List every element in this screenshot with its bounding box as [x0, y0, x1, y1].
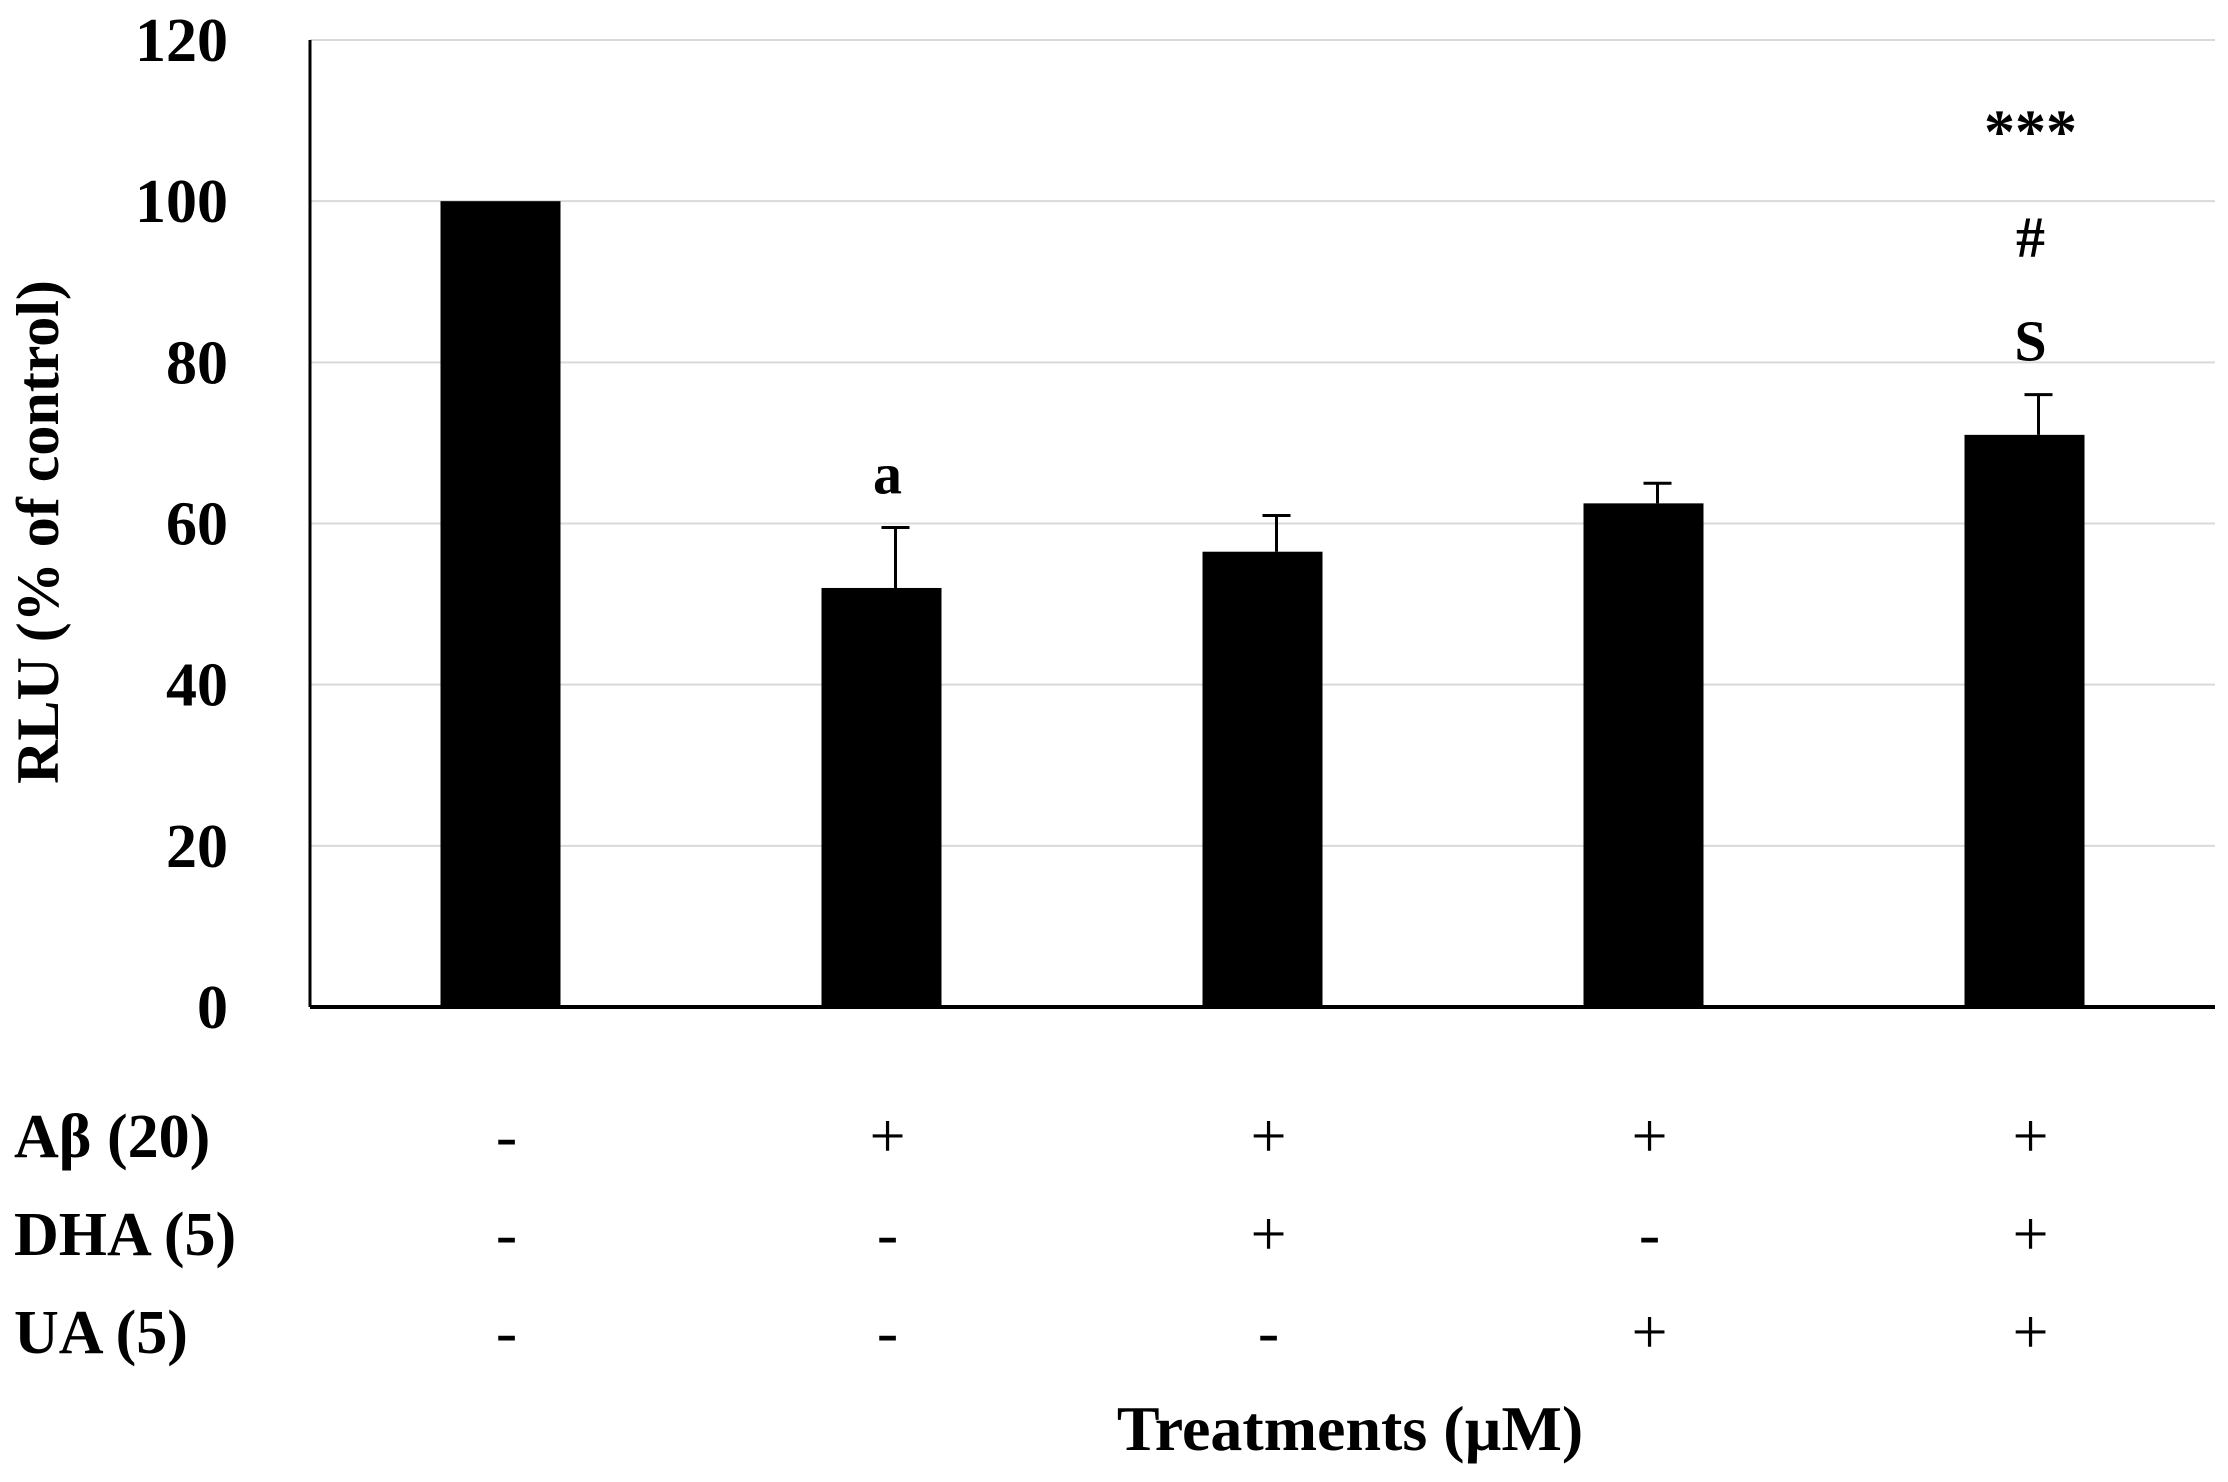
treatment-sign: - — [496, 1198, 517, 1269]
significance-mark: S — [2014, 309, 2046, 374]
y-tick-label: 40 — [166, 652, 228, 720]
significance-mark: # — [2016, 205, 2045, 270]
treatment-sign: + — [1631, 1296, 1667, 1367]
treatment-sign: + — [2012, 1100, 2048, 1171]
error-bars — [881, 393, 2053, 588]
treatment-sign: + — [2012, 1296, 2048, 1367]
treatment-sign: + — [1250, 1100, 1286, 1171]
significance-mark: a — [873, 442, 902, 507]
y-tick-label: 100 — [135, 168, 228, 236]
gridlines — [310, 39, 2215, 847]
significance-annotations: a S # *** — [873, 99, 2077, 507]
y-tick-label: 120 — [135, 7, 228, 75]
treatment-sign: - — [877, 1296, 898, 1367]
treatment-sign: + — [2012, 1198, 2048, 1269]
bar — [1202, 551, 1323, 1007]
treatment-sign: - — [1639, 1198, 1660, 1269]
bar — [440, 201, 561, 1007]
y-tick-label: 0 — [197, 974, 228, 1042]
treatment-sign: - — [496, 1296, 517, 1367]
bar — [821, 587, 942, 1007]
y-tick-label: 80 — [166, 329, 228, 397]
treatment-sign: - — [1258, 1296, 1279, 1367]
y-axis-label: RLU (% of control) — [5, 280, 71, 784]
treatment-table: Aβ (20) - + + + + DHA (5) - - + - + UA (5) - - - + + — [14, 1100, 2049, 1367]
treatment-sign: - — [496, 1100, 517, 1171]
treatment-sign: + — [1250, 1198, 1286, 1269]
bar — [1964, 434, 2085, 1007]
treatment-sign: - — [877, 1198, 898, 1269]
x-axis-label: Treatments (µM) — [1117, 1393, 1583, 1464]
treatment-row-label: Aβ (20) — [14, 1103, 210, 1171]
treatment-row-label: DHA (5) — [14, 1201, 236, 1269]
y-tick-label: 20 — [166, 813, 228, 881]
bars — [440, 201, 2085, 1007]
treatment-row-label: UA (5) — [14, 1299, 188, 1367]
significance-mark: *** — [1984, 99, 2077, 167]
y-tick-labels: 0 20 40 60 80 100 120 — [135, 7, 228, 1042]
treatment-sign: + — [869, 1100, 905, 1171]
y-tick-label: 60 — [166, 491, 228, 559]
treatment-sign: + — [1631, 1100, 1667, 1171]
bar — [1583, 503, 1704, 1007]
